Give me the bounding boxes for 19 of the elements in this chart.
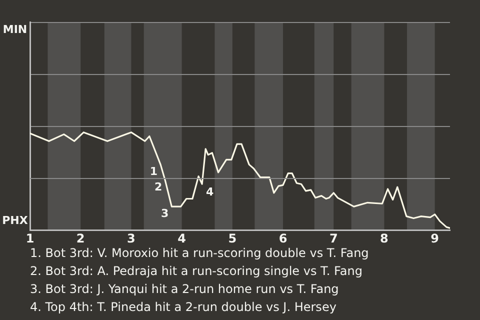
x-tick-label: 6: [278, 231, 288, 246]
annotation: 3: [161, 206, 169, 220]
x-tick-label: 5: [228, 231, 237, 246]
text: 3. Bot 3rd: J. Yanqui hit a 2-run home run vs T. Fang: [30, 281, 340, 298]
text: 1. Bot 3rd: V. Moroxio hit a run-scoring double vs T. Fang: [30, 245, 369, 262]
x-tick-label: 3: [127, 231, 136, 246]
x-tick-label: 8: [380, 231, 388, 246]
x-tick-label: 1: [26, 231, 34, 246]
text: MIN: [2, 23, 28, 37]
annotation: 1: [150, 164, 158, 178]
x-tick-label: 4: [178, 231, 186, 246]
text: 2. Bot 3rd: A. Pedraja hit a run-scoring single vs T. Fang: [30, 263, 364, 280]
text: PHX: [2, 214, 28, 228]
x-tick-label: 2: [76, 231, 85, 246]
x-tick-label: 7: [329, 231, 338, 246]
text: 4. Top 4th: T. Pineda hit a 2-run double vs J. Hersey: [30, 299, 338, 316]
annotation: 4: [206, 185, 214, 198]
annotation: 2: [154, 180, 162, 194]
x-tick-label: 9: [430, 231, 439, 246]
